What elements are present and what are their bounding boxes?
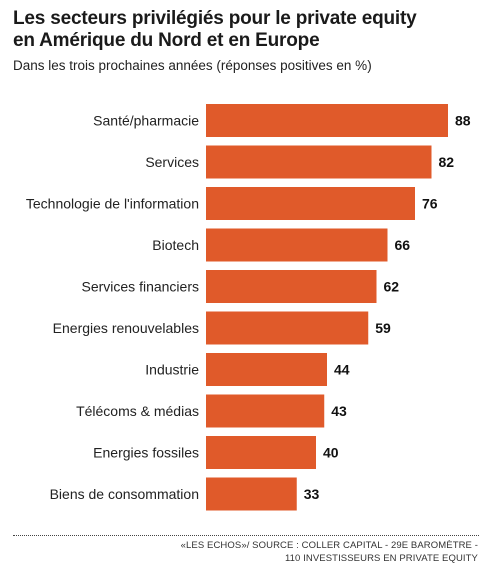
category-label-7: Télécoms & médias <box>76 403 199 419</box>
chart-subtitle: Dans les trois prochaines années (répons… <box>13 58 372 73</box>
chart-title-line2: en Amérique du Nord et en Europe <box>13 30 320 51</box>
value-label-4: 62 <box>384 279 400 295</box>
value-label-8: 40 <box>323 445 339 461</box>
value-label-6: 44 <box>334 362 350 378</box>
value-label-2: 76 <box>422 196 438 212</box>
value-label-9: 33 <box>304 486 320 502</box>
value-label-5: 59 <box>375 320 391 336</box>
bar-4 <box>206 270 377 303</box>
source-line2: 110 INVESTISSEURS EN PRIVATE EQUITY <box>284 553 478 564</box>
category-label-4: Services financiers <box>82 279 200 295</box>
category-label-5: Energies renouvelables <box>53 320 199 336</box>
category-label-8: Energies fossiles <box>93 445 199 461</box>
bar-5 <box>206 311 369 345</box>
source-note: «LES ECHOS»/ SOURCE : COLLER CAPITAL - 2… <box>181 539 478 565</box>
bar-6 <box>206 353 327 386</box>
value-label-1: 82 <box>439 154 455 170</box>
bar-3 <box>206 228 388 262</box>
category-label-6: Industrie <box>145 362 199 378</box>
category-label-1: Services <box>145 154 199 170</box>
bar-0 <box>206 104 448 137</box>
category-label-3: Biotech <box>152 237 199 253</box>
source-line1: «LES ECHOS»/ SOURCE : COLLER CAPITAL - 2… <box>180 540 478 551</box>
bar-9 <box>206 477 297 511</box>
category-label-2: Technologie de l'information <box>26 196 199 212</box>
bar-8 <box>206 436 316 469</box>
category-label-9: Biens de consommation <box>50 486 199 502</box>
chart-title: Les secteurs privilégiés pour le private… <box>13 8 478 52</box>
bar-2 <box>206 187 415 220</box>
category-label-0: Santé/pharmacie <box>93 113 199 129</box>
chart-title-line1: Les secteurs privilégiés pour le private… <box>13 8 417 29</box>
bar-1 <box>206 145 432 179</box>
value-label-7: 43 <box>331 403 347 419</box>
value-label-0: 88 <box>455 113 471 129</box>
footer-divider <box>13 535 479 536</box>
value-label-3: 66 <box>395 237 411 253</box>
bar-7 <box>206 394 325 428</box>
